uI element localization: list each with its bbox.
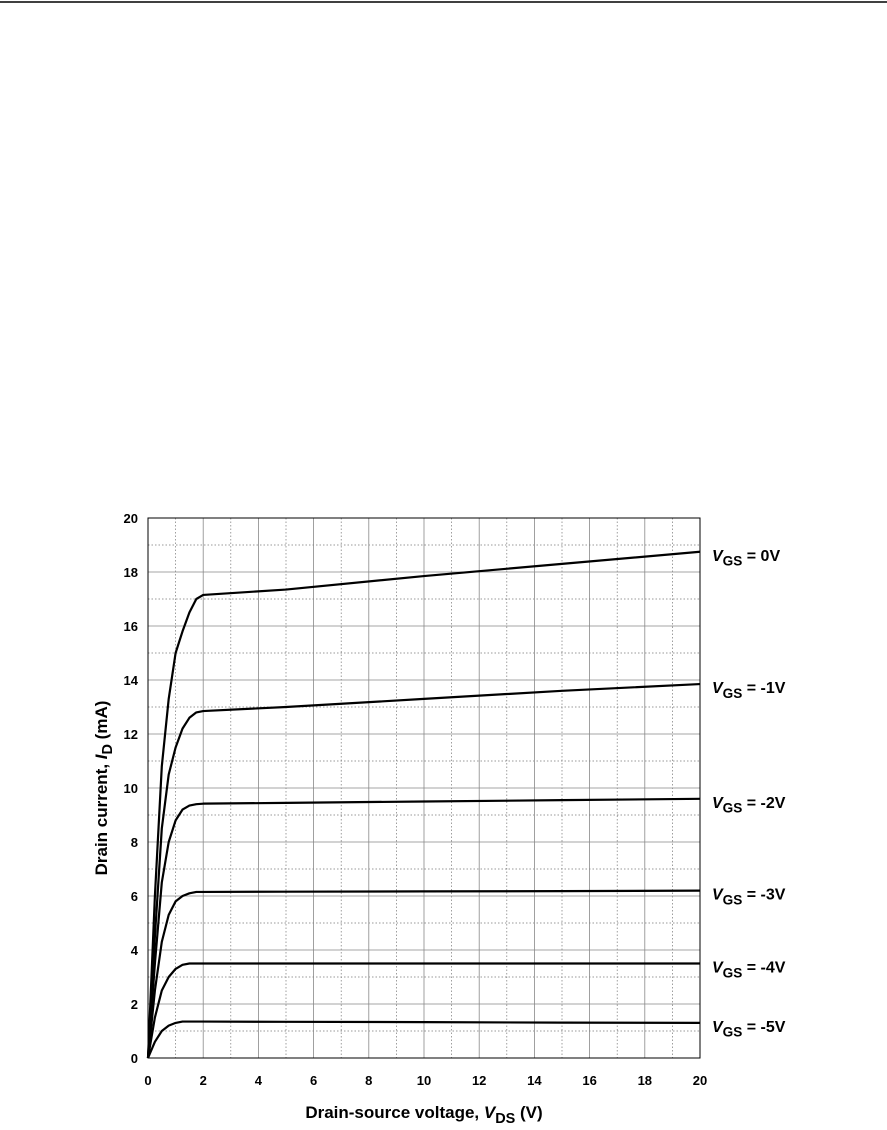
- x-tick-label: 20: [693, 1073, 707, 1088]
- x-tick-label: 18: [638, 1073, 652, 1088]
- curve-label: VGS = -1V: [712, 680, 786, 701]
- x-tick-label: 0: [144, 1073, 151, 1088]
- curve: [146, 550, 701, 1059]
- curve-label: VGS = -4V: [712, 960, 786, 981]
- curve: [146, 682, 701, 1059]
- y-tick-label: 6: [131, 889, 138, 904]
- x-tick-label: 6: [310, 1073, 317, 1088]
- curve: [146, 797, 701, 1059]
- x-tick-label: 14: [527, 1073, 542, 1088]
- x-tick-label: 16: [582, 1073, 596, 1088]
- y-tick-label: 2: [131, 997, 138, 1012]
- x-tick-label: 12: [472, 1073, 486, 1088]
- curve: [146, 962, 700, 1059]
- y-tick-label: 10: [124, 781, 138, 796]
- curve-label: VGS = -2V: [712, 795, 786, 816]
- plot-frame: [147, 517, 701, 1059]
- y-tick-label: 12: [124, 727, 138, 742]
- y-tick-label: 0: [131, 1051, 138, 1066]
- y-tick-label: 20: [124, 511, 138, 526]
- y-tick-label: 14: [124, 673, 139, 688]
- x-tick-label: 2: [200, 1073, 207, 1088]
- curve: [146, 889, 701, 1059]
- x-tick-label: 8: [365, 1073, 372, 1088]
- curve-label: VGS = -5V: [712, 1019, 786, 1040]
- y-tick-label: 4: [131, 943, 139, 958]
- y-tick-label: 16: [124, 619, 138, 634]
- y-axis-label: Drain current, ID (mA): [92, 701, 116, 876]
- curve-label: VGS = 0V: [712, 548, 780, 569]
- curve: [146, 1020, 701, 1059]
- y-tick-label: 8: [131, 835, 138, 850]
- y-tick-label: 18: [124, 565, 138, 580]
- x-tick-label: 4: [255, 1073, 263, 1088]
- x-axis-label: Drain-source voltage, VDS (V): [305, 1103, 542, 1127]
- x-tick-label: 10: [417, 1073, 431, 1088]
- curve-label: VGS = -3V: [712, 887, 786, 908]
